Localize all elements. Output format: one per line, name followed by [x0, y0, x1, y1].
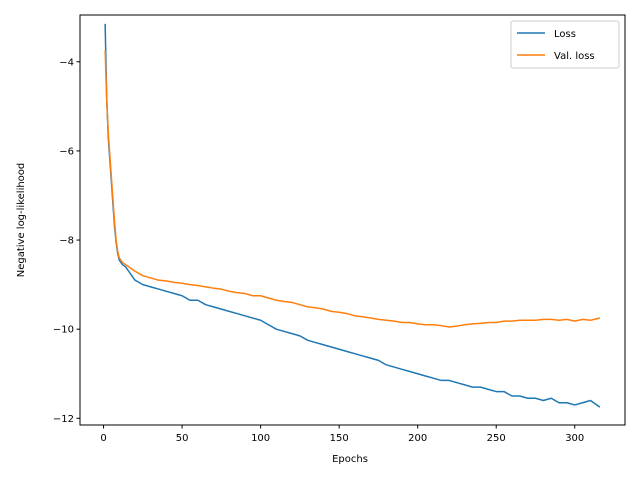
series-line-val-loss [104, 50, 601, 328]
x-tick-label: 150 [330, 433, 349, 444]
y-tick-label: −8 [59, 236, 74, 247]
x-tick-label: 100 [251, 433, 270, 444]
y-axis-label: Negative log-likelihood [16, 163, 27, 278]
y-axis-ticks: −12 −10 −8 −6 −4 [53, 57, 80, 425]
y-tick-label: −6 [59, 146, 74, 157]
legend-label-val-loss: Val. loss [554, 51, 595, 62]
x-axis-ticks: 0 50 100 150 200 250 300 [100, 425, 584, 444]
x-tick-label: 300 [565, 433, 584, 444]
y-tick-label: −4 [59, 57, 74, 68]
x-tick-label: 50 [176, 433, 189, 444]
x-tick-label: 0 [100, 433, 106, 444]
y-tick-label: −12 [53, 414, 74, 425]
x-axis-label: Epochs [332, 454, 368, 465]
legend: Loss Val. loss [510, 20, 620, 69]
series-line-loss [104, 23, 601, 408]
x-tick-label: 200 [408, 433, 427, 444]
y-tick-label: −10 [53, 325, 74, 336]
x-tick-label: 250 [487, 433, 506, 444]
plot-frame [79, 14, 626, 426]
series-layer [104, 23, 601, 408]
legend-label-loss: Loss [554, 29, 576, 40]
